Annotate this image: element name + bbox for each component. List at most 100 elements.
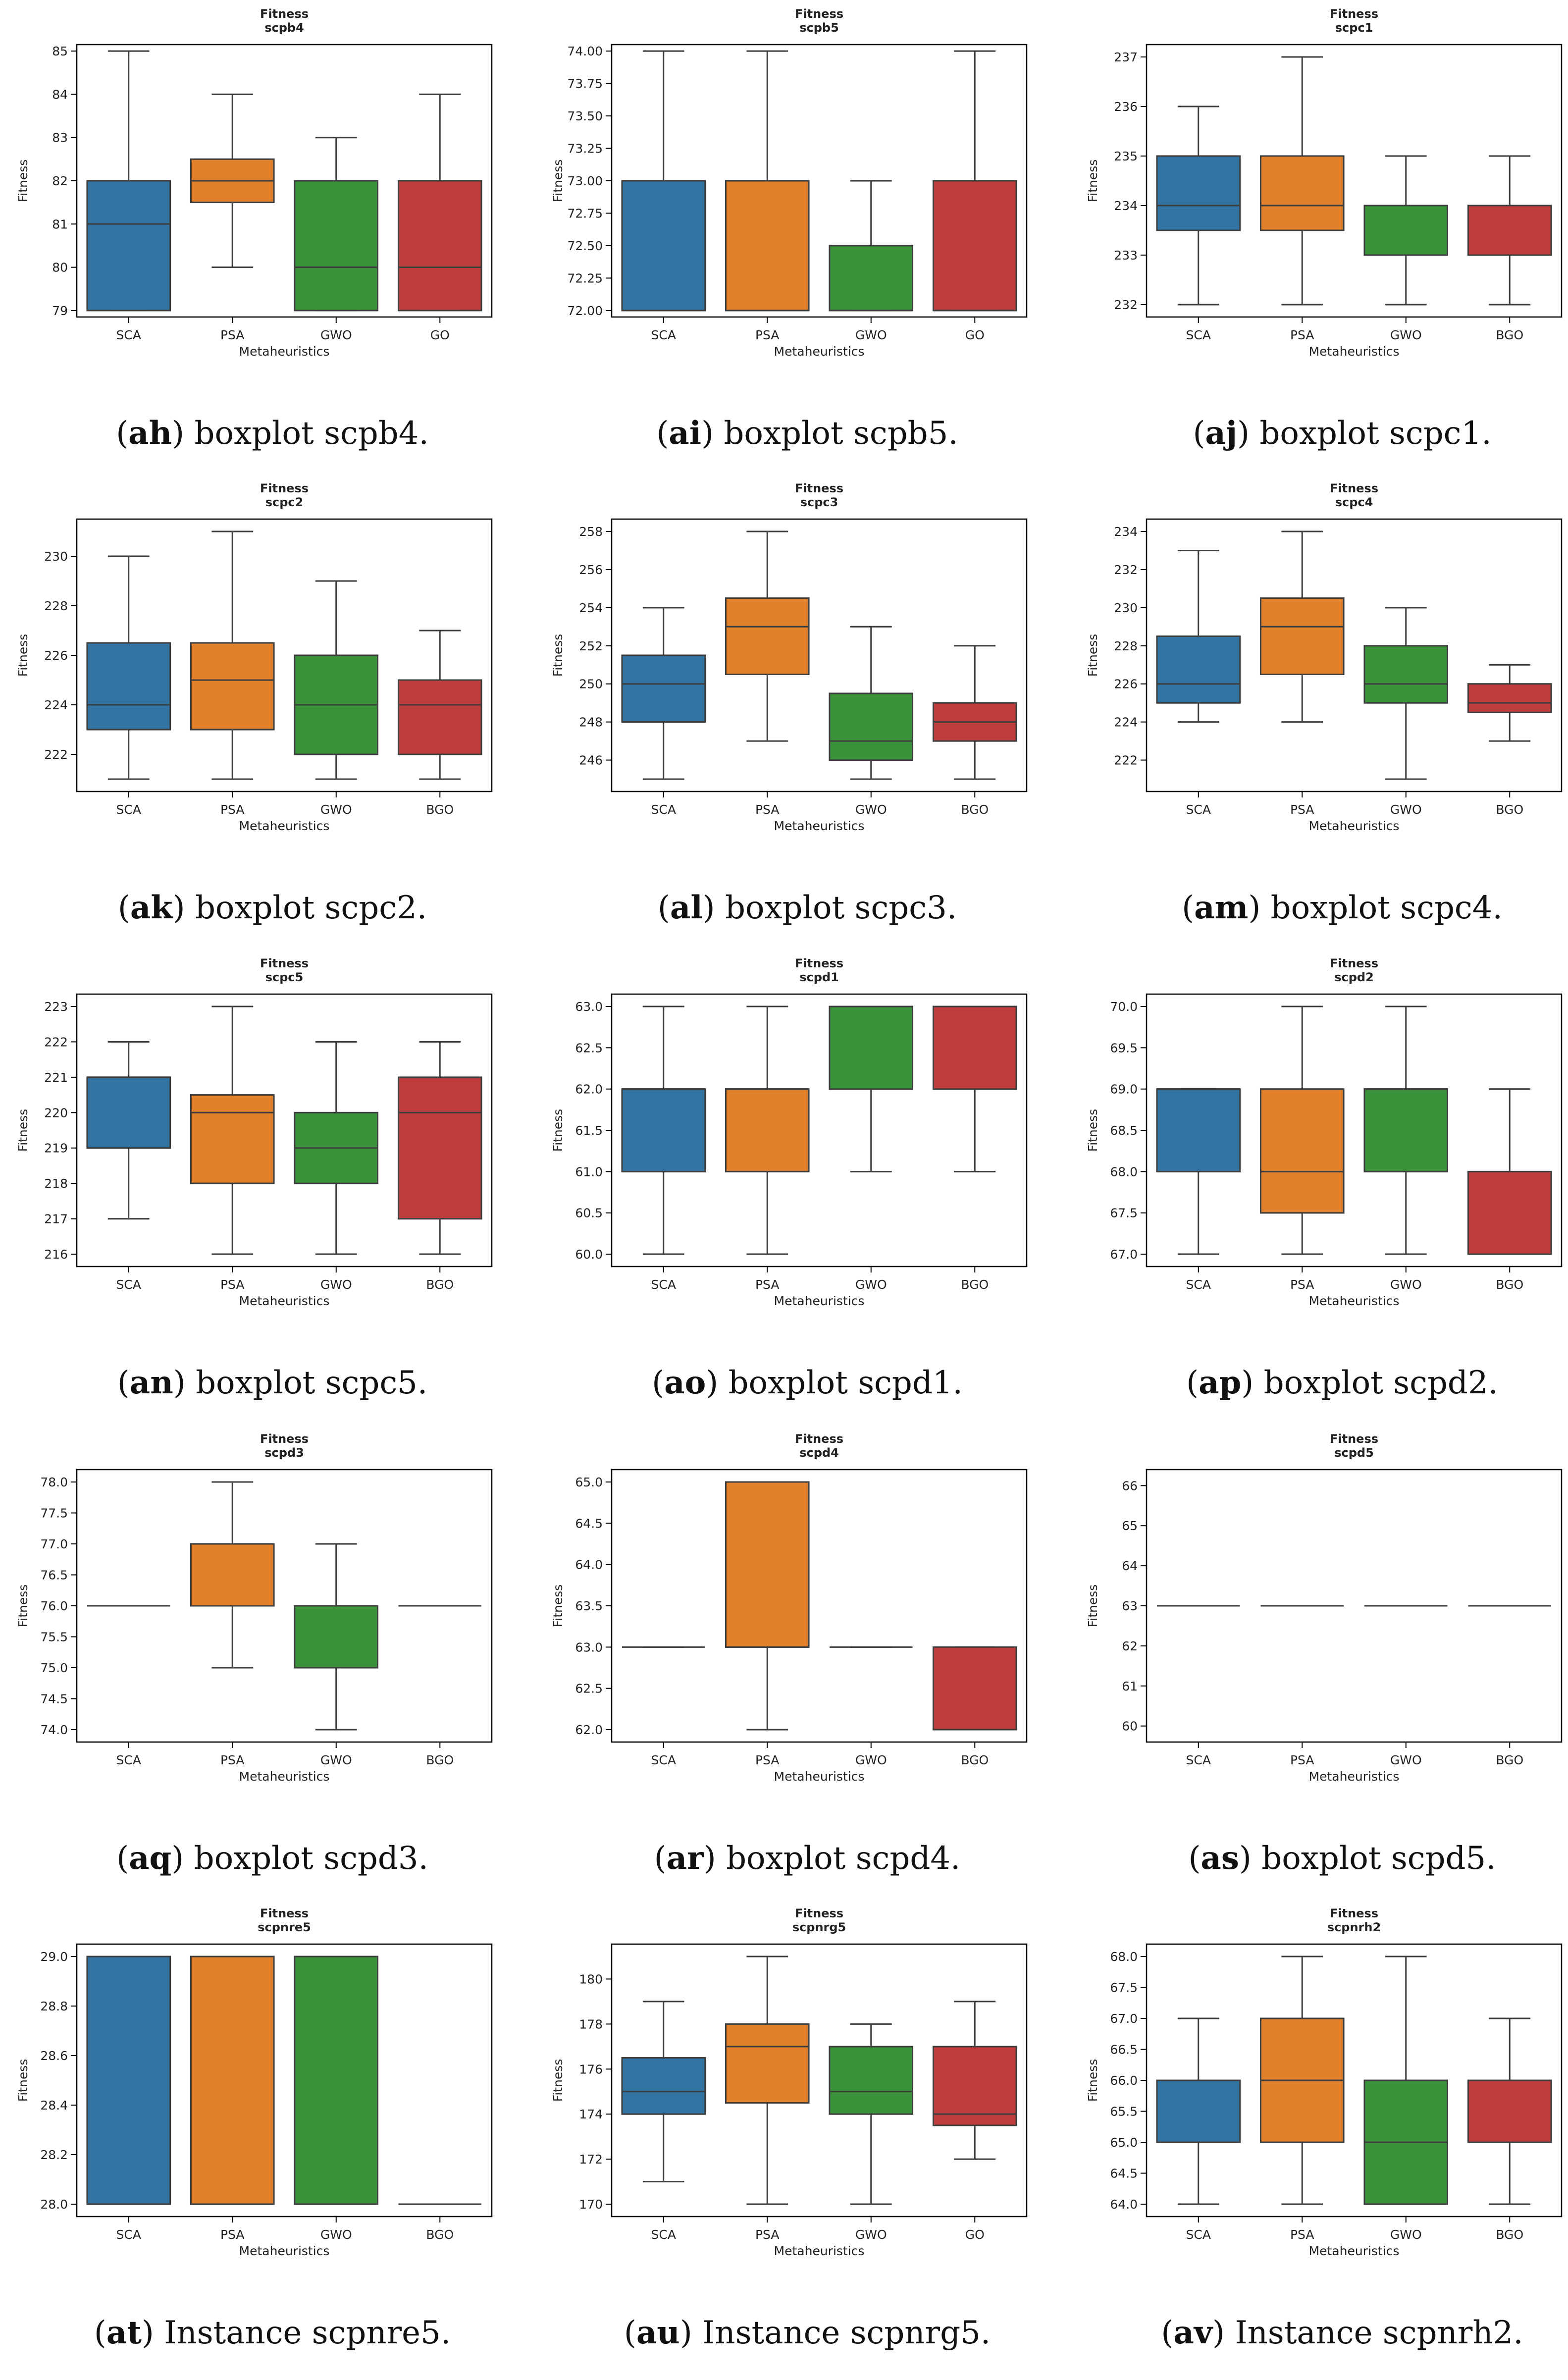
box-SCA: [621, 607, 706, 780]
y-tick-label: 61.0: [575, 1164, 603, 1179]
caption-tag: ak: [130, 889, 173, 926]
plot-frame: [76, 1469, 493, 1743]
box-PSA: [190, 530, 275, 780]
chart-subtitle: scpnrh2: [1327, 1920, 1381, 1934]
x-tick-label: BGO: [426, 2227, 454, 2242]
x-tick-label: GO: [965, 2227, 985, 2242]
x-tick-label: PSA: [1290, 802, 1314, 817]
y-tick-label: 65: [1122, 1519, 1138, 1533]
box-SCA: [621, 2001, 706, 2183]
chart-title: Fitness: [260, 7, 309, 21]
box-iqr: [1467, 2079, 1552, 2143]
box-SCA: [86, 1956, 171, 2205]
box-PSA: [725, 1481, 810, 1731]
y-tick-label: 76.5: [40, 1568, 68, 1583]
box-iqr: [621, 180, 706, 312]
figure-caption: (am) boxplot scpc4.: [1182, 889, 1503, 926]
x-tick-label: SCA: [1186, 1753, 1211, 1767]
caption-text: boxplot scpb5.: [724, 415, 958, 452]
caption-tag: ap: [1199, 1364, 1242, 1401]
y-tick-label: 72.00: [567, 304, 603, 318]
chart-title: Fitness: [260, 956, 309, 970]
x-tick-label: SCA: [116, 328, 141, 342]
y-tick-label: 80: [52, 261, 68, 275]
chart-panel-scpc5: Fitness scpc5 216 217 218 219 220 221 222 223 SCA P…: [12, 954, 532, 1430]
chart-subtitle: scpc3: [800, 495, 838, 509]
caption-text: boxplot scpd2.: [1263, 1365, 1498, 1401]
y-tick-label: 64.0: [575, 1558, 603, 1572]
figure-caption: (ar) boxplot scpd4.: [654, 1840, 961, 1877]
y-tick-label: 236: [1114, 100, 1138, 114]
box-iqr: [1363, 645, 1449, 704]
y-axis-label: Fitness: [16, 634, 30, 677]
box-SCA: [86, 50, 171, 312]
box-GWO: [1363, 155, 1449, 306]
box-iqr: [294, 1956, 379, 2205]
box-GWO: [829, 180, 914, 312]
box-iqr: [397, 180, 482, 312]
box-PSA: [1259, 1956, 1345, 2205]
x-axis-label: Metaheuristics: [774, 344, 865, 359]
box-iqr: [725, 180, 810, 312]
chart-title: Fitness: [795, 1432, 843, 1446]
box-SCA: [1156, 106, 1241, 306]
y-tick-label: 67.0: [1110, 1247, 1138, 1262]
y-tick-label: 65.5: [1110, 2105, 1138, 2119]
x-tick-label: BGO: [961, 802, 989, 817]
chart-panel-scpd2: Fitness scpd2 67.0 67.5 68.0 68.5 69.0 69.5 70.0…: [1082, 954, 1568, 1430]
y-tick-label: 235: [1114, 149, 1138, 163]
y-tick-label: 246: [579, 753, 603, 768]
chart-subtitle: scpc4: [1335, 495, 1373, 509]
chart-subtitle: scpc1: [1335, 21, 1373, 35]
chart-panel-scpd5: Fitness scpd5 60 61 62 63 64 65 66 SCA PSA GWO BGO Me…: [1082, 1430, 1568, 1905]
box-BGO: [1467, 2017, 1552, 2205]
box-iqr: [725, 1088, 810, 1172]
figure-caption: (at) Instance scpnre5.: [94, 2314, 451, 2351]
boxplot-scpb5: Fitnessscpb572.0072.2572.5072.7573.0073.…: [551, 7, 1028, 359]
figure-caption: (aq) boxplot scpd3.: [116, 1840, 428, 1877]
y-tick-label: 68.0: [1110, 1164, 1138, 1179]
y-tick-label: 226: [1114, 677, 1138, 691]
caption-tag: al: [670, 889, 703, 926]
y-tick-label: 60.0: [575, 1247, 603, 1262]
x-tick-label: PSA: [220, 1277, 245, 1292]
chart-panel-scpc4: Fitness scpc4 222 224 226 228 230 232 234 SCA PSA G…: [1082, 479, 1568, 955]
y-tick-label: 62.0: [575, 1723, 603, 1737]
y-tick-label: 170: [579, 2197, 603, 2212]
box-PSA: [1259, 1005, 1345, 1255]
y-tick-label: 222: [44, 1035, 68, 1049]
box-BGO: [397, 1041, 482, 1255]
box-SCA: [1156, 549, 1241, 723]
y-tick-label: 79: [52, 304, 68, 318]
y-tick-label: 72.25: [567, 271, 603, 285]
y-axis-label: Fitness: [1086, 2059, 1100, 2102]
x-tick-label: PSA: [1290, 2227, 1314, 2242]
y-tick-label: 65.0: [1110, 2135, 1138, 2150]
y-axis-label: Fitness: [551, 2059, 565, 2102]
caption-tag: ai: [669, 415, 702, 452]
box-iqr: [725, 1481, 810, 1648]
box-SCA: [1156, 2017, 1241, 2205]
plot-frame: [76, 44, 493, 318]
box-iqr: [190, 1094, 275, 1184]
y-tick-label: 74.00: [567, 44, 603, 58]
y-tick-label: 81: [52, 217, 68, 231]
y-tick-label: 252: [579, 639, 603, 653]
y-tick-label: 222: [44, 747, 68, 762]
y-tick-label: 62: [1122, 1639, 1138, 1653]
box-GWO: [294, 137, 379, 312]
y-axis-label: Fitness: [551, 159, 565, 203]
x-axis-label: Metaheuristics: [239, 1769, 330, 1784]
figure-caption: (au) Instance scpnrg5.: [624, 2314, 991, 2351]
y-tick-label: 228: [1114, 639, 1138, 653]
y-tick-label: 69.5: [1110, 1041, 1138, 1055]
box-PSA: [190, 1956, 275, 2205]
x-tick-label: BGO: [1496, 1277, 1523, 1292]
y-axis-label: Fitness: [1086, 159, 1100, 203]
boxplot-scpnrh2: Fitnessscpnrh264.064.565.065.566.066.567…: [1086, 1906, 1563, 2258]
x-tick-label: GWO: [1390, 802, 1422, 817]
caption-text: boxplot scpc1.: [1259, 415, 1492, 452]
